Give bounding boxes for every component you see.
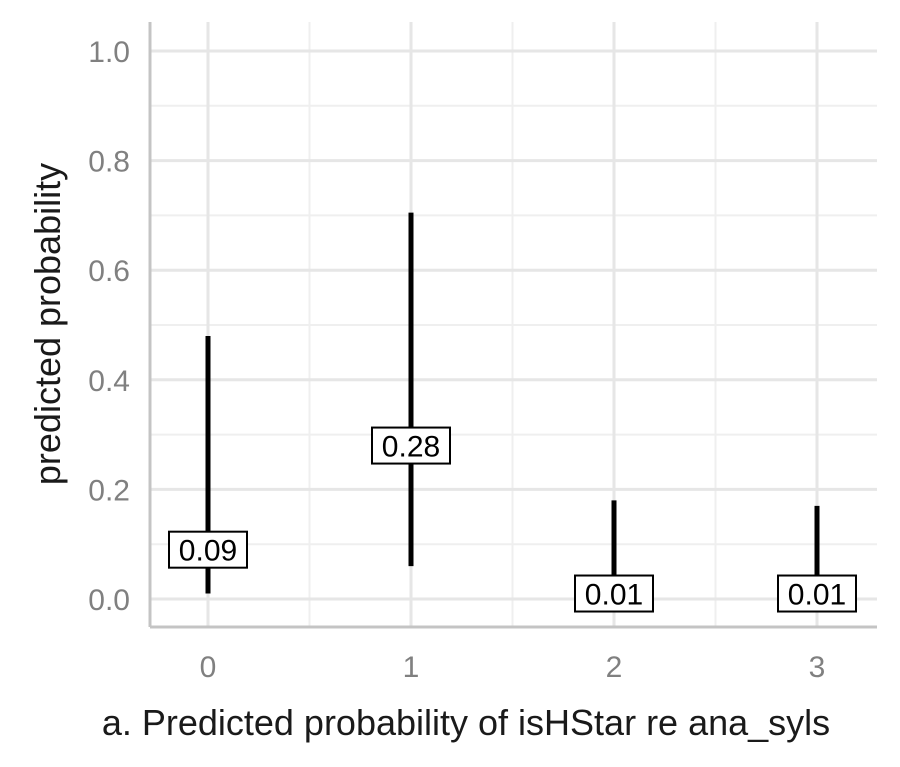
y-tick-label: 0.8: [88, 146, 130, 179]
y-axis-title: predicted probability: [27, 163, 68, 485]
y-tick-labels: 0.0 0.2 0.4 0.6 0.8 1.0: [88, 36, 130, 617]
data-labels: 0.09 0.28 0.01 0.01: [168, 426, 857, 613]
data-label: 0.01: [574, 574, 654, 613]
data-label-box: [574, 574, 654, 613]
x-tick-label: 2: [606, 651, 623, 684]
data-label-box: [371, 426, 451, 465]
y-tick-label: 0.2: [88, 474, 130, 507]
grid: [150, 22, 877, 627]
y-tick-label: 0.6: [88, 255, 130, 288]
x-tick-label: 3: [809, 651, 826, 684]
x-tick-label: 0: [200, 651, 217, 684]
x-tick-label: 1: [403, 651, 420, 684]
axes: [148, 22, 877, 629]
data-label-text: 0.01: [585, 579, 643, 612]
data-label-box: [777, 574, 857, 613]
data-label: 0.28: [371, 426, 451, 465]
y-tick-label: 1.0: [88, 36, 130, 69]
data-label-text: 0.28: [382, 431, 440, 464]
data-label: 0.09: [168, 530, 248, 569]
data-label-box: [168, 530, 248, 569]
data-label-text: 0.09: [179, 535, 237, 568]
y-tick-label: 0.4: [88, 365, 130, 398]
data-label-text: 0.01: [788, 579, 846, 612]
x-tick-labels: 0 1 2 3: [200, 651, 826, 684]
x-axis-title: a. Predicted probability of isHStar re a…: [102, 702, 830, 743]
y-tick-label: 0.0: [88, 584, 130, 617]
data-label: 0.01: [777, 574, 857, 613]
